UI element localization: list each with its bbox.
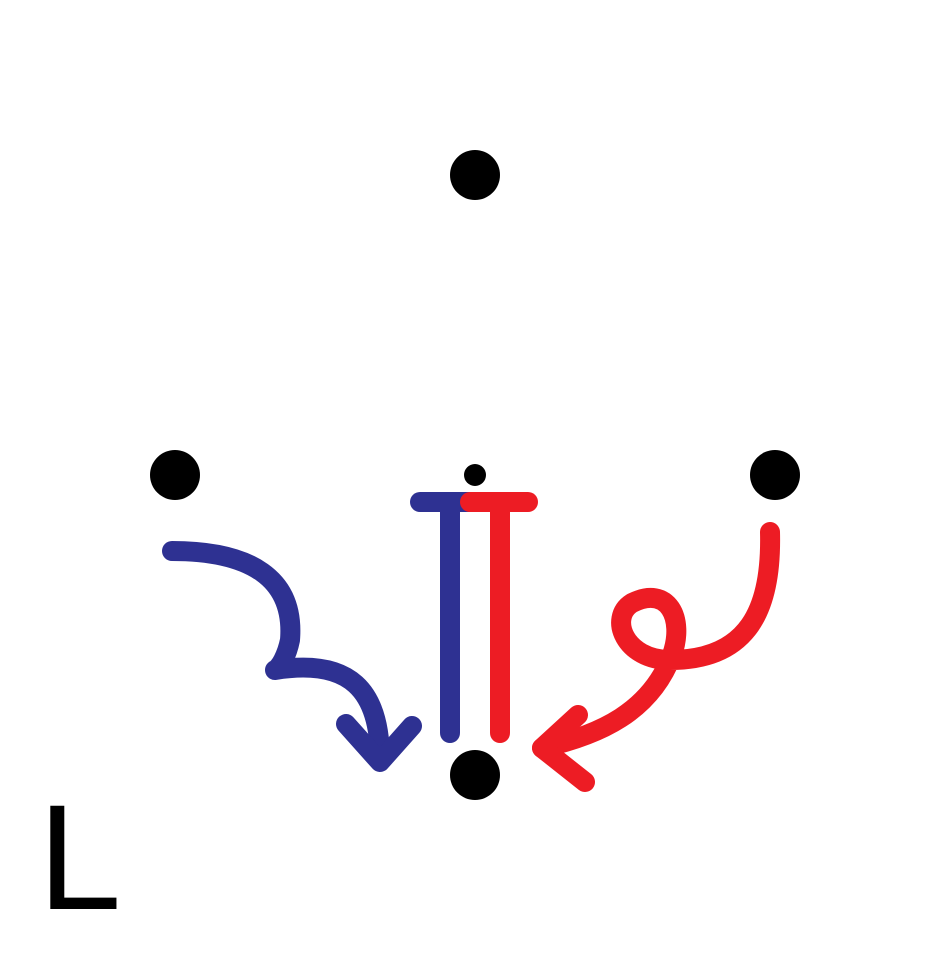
- red-loop-arrow: [532, 522, 781, 792]
- bottom-dot: [450, 750, 500, 800]
- corner-letter-label: L: [38, 773, 122, 941]
- left-dot: [150, 450, 200, 500]
- top-dot: [450, 150, 500, 200]
- right-dot: [750, 450, 800, 500]
- center-small-dot: [464, 464, 486, 486]
- blue-curved-arrow: [162, 541, 422, 772]
- red-t-bar: [460, 492, 538, 743]
- blue-t-bar: [410, 492, 486, 743]
